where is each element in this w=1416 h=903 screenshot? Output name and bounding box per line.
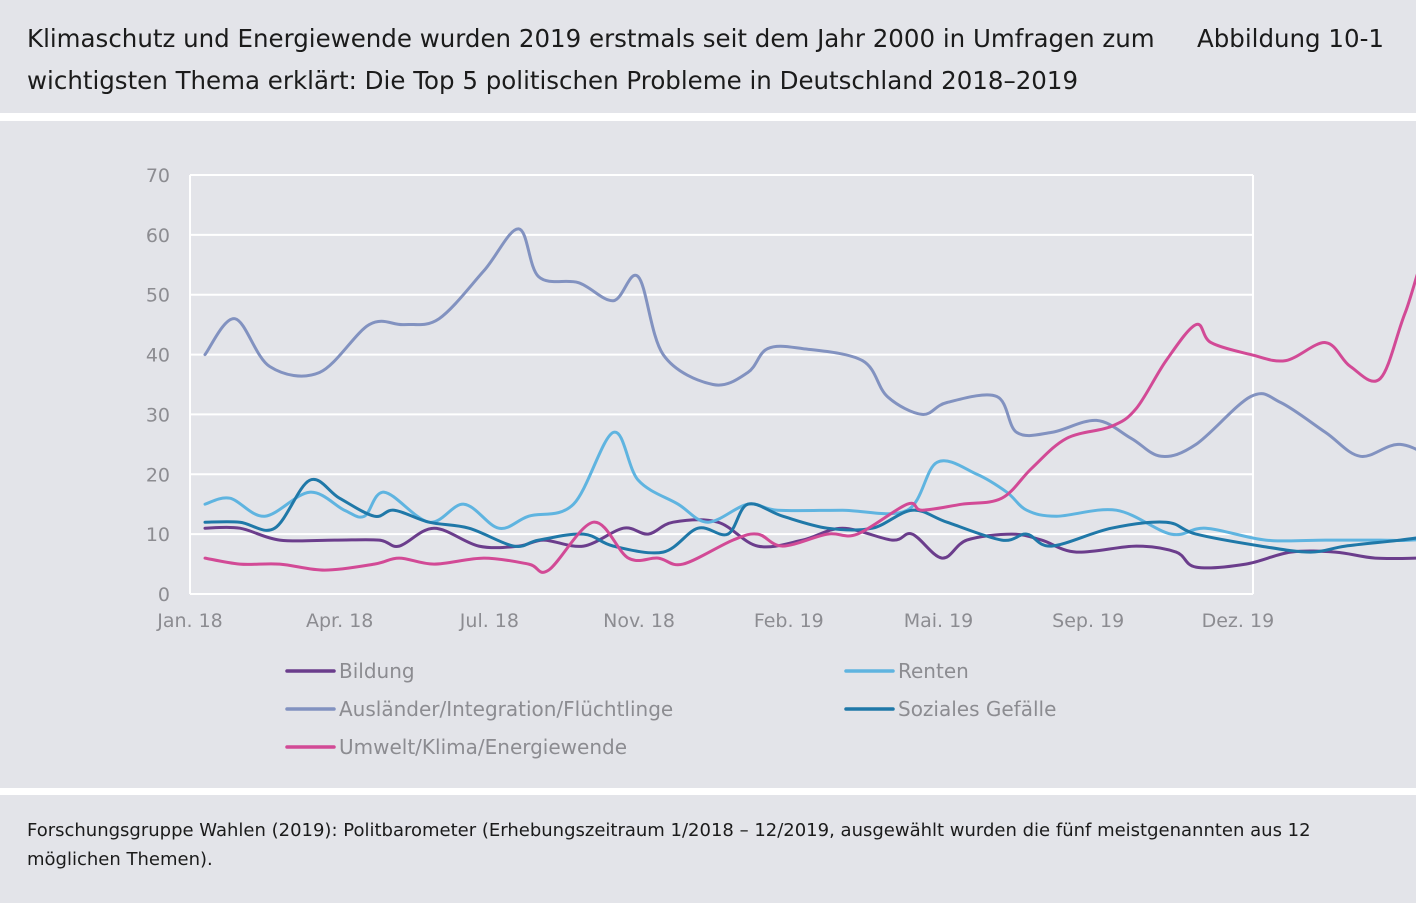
y-tick-label: 60 bbox=[146, 225, 170, 247]
source-note: Forschungsgruppe Wahlen (2019): Politbar… bbox=[27, 820, 1311, 870]
series-line bbox=[203, 227, 1416, 458]
y-tick-label: 70 bbox=[146, 165, 170, 187]
x-tick-label: Dez. 19 bbox=[1202, 610, 1275, 632]
series-line bbox=[203, 430, 1416, 543]
y-tick-label: 10 bbox=[146, 524, 170, 546]
x-tick-label: Sep. 19 bbox=[1052, 610, 1124, 632]
y-tick-label: 20 bbox=[146, 464, 170, 486]
x-tick-label: Mai. 19 bbox=[904, 610, 974, 632]
series-line bbox=[203, 477, 1416, 555]
legend-label: Bildung bbox=[339, 659, 415, 683]
y-tick-label: 40 bbox=[146, 345, 170, 367]
x-tick-label: Jul. 18 bbox=[459, 610, 519, 632]
legend-label: Soziales Gefälle bbox=[898, 697, 1056, 721]
legend-label: Ausländer/Integration/Flüchtlinge bbox=[339, 697, 673, 721]
series-line bbox=[203, 273, 1416, 574]
x-tick-label: Apr. 18 bbox=[306, 610, 373, 632]
y-tick-label: 30 bbox=[146, 404, 170, 426]
legend-label: Umwelt/Klima/Energiewende bbox=[339, 735, 627, 759]
y-tick-label: 50 bbox=[146, 285, 170, 307]
y-tick-label: 0 bbox=[158, 584, 170, 606]
chart-title: Klimaschutz und Energiewende wurden 2019… bbox=[27, 24, 1155, 95]
x-tick-label: Jan. 18 bbox=[156, 610, 223, 632]
footer-panel bbox=[0, 795, 1416, 903]
x-tick-label: Feb. 19 bbox=[754, 610, 824, 632]
legend-label: Renten bbox=[898, 659, 969, 683]
figure-label: Abbildung 10-1 bbox=[1196, 24, 1384, 53]
x-tick-label: Nov. 18 bbox=[603, 610, 675, 632]
header-panel bbox=[0, 0, 1416, 113]
